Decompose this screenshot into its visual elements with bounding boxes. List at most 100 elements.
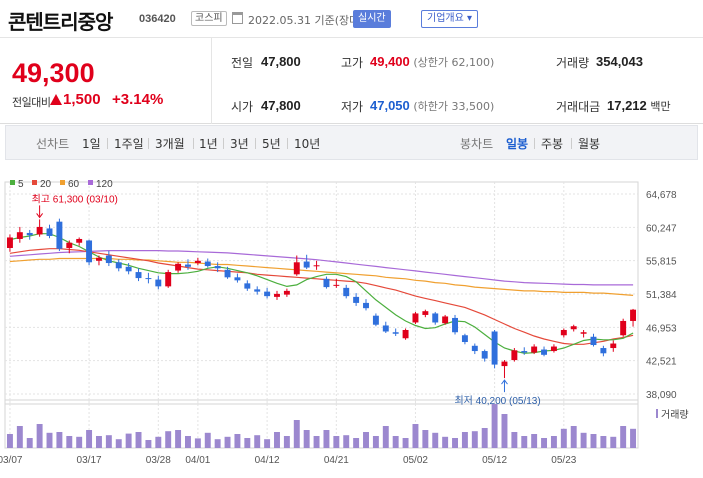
high-price: 49,400	[370, 54, 410, 69]
volume-bar	[590, 434, 597, 448]
period-3y[interactable]: 3년	[230, 137, 249, 151]
date-text: 2022.05.31 기준(장마감)	[248, 14, 374, 27]
period-5y[interactable]: 5년	[262, 137, 281, 151]
volume-bar	[402, 438, 409, 448]
volume-bar	[115, 439, 122, 448]
candle-body	[303, 261, 310, 268]
candle-weekly[interactable]: 주봉	[541, 137, 564, 151]
volume-bar	[303, 430, 310, 448]
legend-swatch	[60, 180, 65, 185]
y-tick-label: 60,247	[646, 223, 677, 234]
candle-body	[402, 329, 409, 339]
up-triangle-icon	[50, 94, 62, 105]
volume-bar	[105, 435, 112, 448]
volume-value: 354,043	[596, 54, 643, 69]
y-tick-label: 51,384	[646, 290, 677, 301]
candle-body	[254, 289, 261, 292]
period-1y[interactable]: 1년	[199, 137, 218, 151]
high-label: 고가	[341, 56, 364, 70]
volume-bar	[323, 430, 330, 448]
candle-body	[560, 329, 567, 336]
candle-daily[interactable]: 일봉	[506, 137, 529, 151]
candle-body	[531, 346, 538, 353]
volume-bar	[46, 432, 53, 448]
volume-legend-label: 거래량	[661, 409, 689, 421]
candle-body	[570, 326, 577, 330]
volume-bar	[600, 436, 607, 448]
chart-toolbar: 선차트 1일 1주일 3개월 1년 3년 5년 10년 봉차트 일봉 주봉 월봉	[5, 125, 698, 160]
candle-body	[274, 293, 280, 297]
candle-body	[392, 332, 399, 334]
period-1d[interactable]: 1일	[82, 137, 101, 151]
volume-bar	[422, 430, 429, 448]
candle-body	[36, 226, 43, 235]
candle-body	[461, 335, 468, 343]
change-amount: 1,500	[50, 91, 101, 108]
volume-plot-frame	[4, 399, 639, 449]
quote-panel: 49,300 전일대비 1,500 +3.14% 전일 47,800 시가 47…	[0, 38, 703, 124]
x-tick-label: 05/23	[551, 455, 576, 466]
period-1w[interactable]: 1주일	[114, 137, 144, 151]
candle-body	[620, 320, 627, 336]
volume-bar	[26, 438, 33, 448]
volume-bar	[363, 432, 369, 448]
company-overview-button[interactable]: 기업개요 ▾	[421, 10, 478, 28]
stock-code: 036420	[139, 13, 176, 25]
volume-bar	[125, 433, 132, 448]
volume-bar	[531, 434, 538, 448]
candle-body	[135, 272, 142, 279]
candle-body	[541, 349, 548, 355]
volume-bar	[66, 436, 73, 448]
volume-bar	[511, 432, 518, 448]
volume-bar	[16, 426, 23, 448]
candle-body	[323, 278, 330, 288]
volume-bar	[293, 420, 300, 448]
candle-monthly[interactable]: 월봉	[578, 137, 601, 151]
volume-bar	[204, 432, 211, 448]
x-tick-label: 05/02	[403, 455, 428, 466]
volume-bar	[155, 436, 162, 448]
low-value: 47,050 (하한가 33,500)	[370, 98, 494, 114]
volume-bar	[412, 424, 419, 448]
change-rate: +3.14%	[112, 91, 164, 108]
period-3m[interactable]: 3개월	[155, 137, 185, 151]
legend-label: 120	[96, 179, 113, 190]
low-price: 47,050	[370, 98, 410, 113]
candle-body	[76, 238, 83, 243]
prev-close-value: 47,800	[261, 54, 301, 69]
volume-bar	[264, 439, 271, 448]
candle-body	[95, 257, 102, 261]
candle-body	[204, 261, 211, 267]
lower-limit: (하한가 33,500)	[413, 100, 495, 113]
candle-body	[6, 237, 13, 248]
volume-bar	[630, 428, 637, 448]
upper-limit: (상한가 62,100)	[413, 56, 495, 69]
legend-swatch	[10, 180, 15, 185]
volume-bar	[76, 436, 83, 448]
amount-label: 거래대금	[556, 100, 601, 114]
candle-body	[283, 290, 290, 295]
x-tick-label: 04/21	[324, 455, 349, 466]
low-label: 저가	[341, 100, 364, 114]
candle-body	[422, 311, 429, 315]
candle-body	[26, 232, 33, 236]
open-value: 47,800	[261, 98, 301, 113]
candle-body	[343, 287, 350, 297]
volume-bar	[550, 436, 557, 448]
volume-label: 거래량	[556, 56, 590, 70]
volume-bar	[521, 436, 528, 448]
realtime-button[interactable]: 실시간	[353, 10, 391, 28]
candle-body	[550, 346, 557, 352]
period-10y[interactable]: 10년	[294, 137, 321, 151]
candle-body	[610, 343, 617, 349]
candle-body	[16, 232, 23, 239]
market-badge: 코스피	[191, 11, 227, 26]
amount-value: 17,212 백만	[607, 98, 671, 114]
candle-body	[224, 269, 231, 278]
candle-body	[471, 345, 478, 352]
volume-bar	[175, 430, 182, 448]
candle-body	[125, 266, 132, 272]
candle-body	[56, 221, 63, 249]
low-annotation: 최저 40,200 (05/13)	[454, 395, 540, 407]
volume-bar	[95, 436, 102, 448]
